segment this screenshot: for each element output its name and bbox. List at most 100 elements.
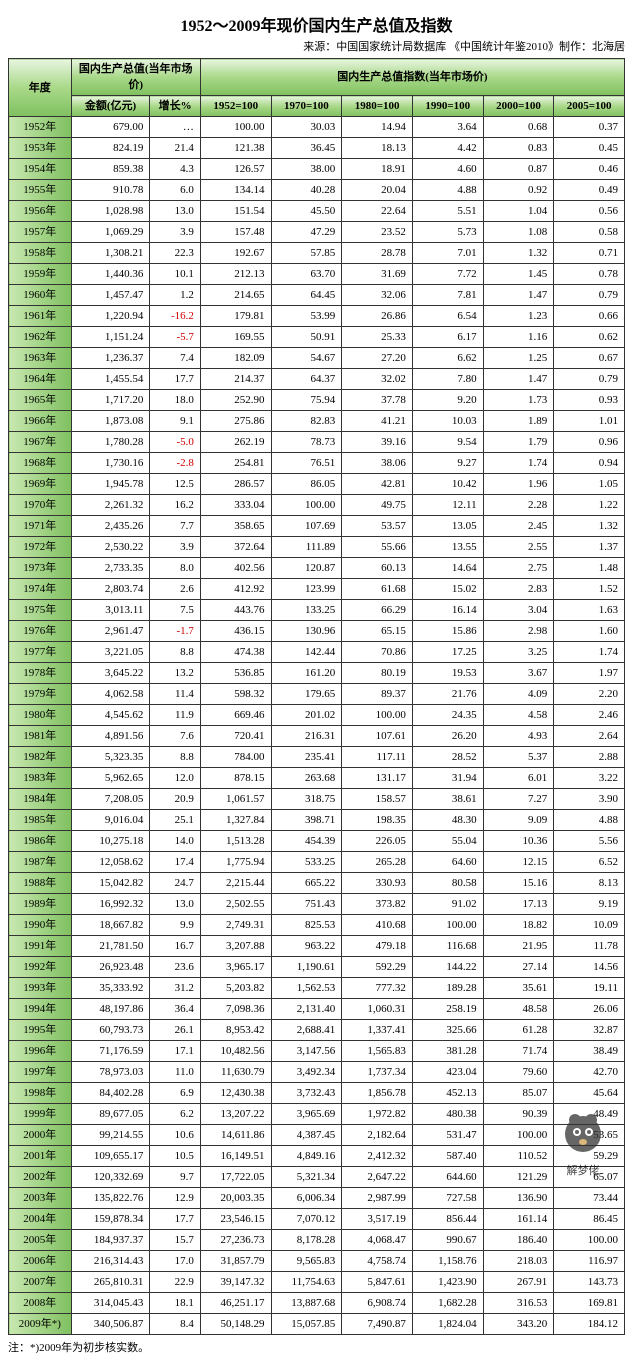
table-row: 1973年2,733.358.0402.56120.8760.1314.642.… <box>9 558 625 579</box>
table-row: 1991年21,781.5016.73,207.88963.22479.1811… <box>9 936 625 957</box>
data-cell: 1.25 <box>483 348 554 369</box>
data-cell: 1,562.53 <box>271 978 342 999</box>
data-cell: 42.81 <box>342 474 413 495</box>
data-cell: 9.19 <box>554 894 625 915</box>
data-cell: 84,402.28 <box>71 1083 150 1104</box>
table-row: 1959年1,440.3610.1212.1363.7031.697.721.4… <box>9 264 625 285</box>
data-cell: 2,733.35 <box>71 558 150 579</box>
data-cell: 6.52 <box>554 852 625 873</box>
table-row: 1997年78,973.0311.011,630.793,492.341,737… <box>9 1062 625 1083</box>
data-cell: -5.0 <box>150 432 200 453</box>
table-row: 1954年859.384.3126.5738.0018.914.600.870.… <box>9 159 625 180</box>
data-cell: 1,190.61 <box>271 957 342 978</box>
data-cell: 24.35 <box>412 705 483 726</box>
data-cell: 3.22 <box>554 768 625 789</box>
data-cell: 80.19 <box>342 663 413 684</box>
data-cell: 3.9 <box>150 537 200 558</box>
data-cell: 1.63 <box>554 600 625 621</box>
data-cell: 0.92 <box>483 180 554 201</box>
data-cell: 8,178.28 <box>271 1230 342 1251</box>
data-cell: 679.00 <box>71 117 150 138</box>
data-cell: 267.91 <box>483 1272 554 1293</box>
data-cell: 0.45 <box>554 138 625 159</box>
data-cell: 100.00 <box>342 705 413 726</box>
col-group-index: 国内生产总值指数(当年市场价) <box>200 59 624 96</box>
data-cell: 35.61 <box>483 978 554 999</box>
table-row: 1960年1,457.471.2214.6564.4532.067.811.47… <box>9 285 625 306</box>
data-cell: 4.60 <box>412 159 483 180</box>
data-cell: 32.06 <box>342 285 413 306</box>
table-row: 1976年2,961.47-1.7436.15130.9665.1515.862… <box>9 621 625 642</box>
data-cell: 12.0 <box>150 768 200 789</box>
data-cell: 2.55 <box>483 537 554 558</box>
data-cell: 184,937.37 <box>71 1230 150 1251</box>
data-cell: 12.11 <box>412 495 483 516</box>
table-row: 1986年10,275.1814.01,513.28454.39226.0555… <box>9 831 625 852</box>
data-cell: 26.86 <box>342 306 413 327</box>
data-cell: 14.0 <box>150 831 200 852</box>
year-cell: 1981年 <box>9 726 72 747</box>
data-cell: 1,972.82 <box>342 1104 413 1125</box>
data-cell: 86.05 <box>271 474 342 495</box>
data-cell: 6.9 <box>150 1083 200 1104</box>
data-cell: 11.78 <box>554 936 625 957</box>
year-cell: 1968年 <box>9 453 72 474</box>
data-cell: 856.44 <box>412 1209 483 1230</box>
data-cell: 9.7 <box>150 1167 200 1188</box>
year-cell: 1994年 <box>9 999 72 1020</box>
data-cell: 6.2 <box>150 1104 200 1125</box>
data-cell: 454.39 <box>271 831 342 852</box>
data-cell: 16,992.32 <box>71 894 150 915</box>
year-cell: 1959年 <box>9 264 72 285</box>
data-cell: 6.0 <box>150 180 200 201</box>
data-cell: 7,208.05 <box>71 789 150 810</box>
data-cell: 4.93 <box>483 726 554 747</box>
year-cell: 2009年*) <box>9 1314 72 1335</box>
data-cell: 27.14 <box>483 957 554 978</box>
data-cell: 21,781.50 <box>71 936 150 957</box>
data-cell: 412.92 <box>200 579 271 600</box>
data-cell: -2.8 <box>150 453 200 474</box>
table-row: 1966年1,873.089.1275.8682.8341.2110.031.8… <box>9 411 625 432</box>
data-cell: 963.22 <box>271 936 342 957</box>
data-cell: 316.53 <box>483 1293 554 1314</box>
data-cell: 179.81 <box>200 306 271 327</box>
data-cell: 8.13 <box>554 873 625 894</box>
data-cell: 2.46 <box>554 705 625 726</box>
data-cell: 3.25 <box>483 642 554 663</box>
table-row: 2000年99,214.5510.614,611.864,387.452,182… <box>9 1125 625 1146</box>
data-cell: 0.87 <box>483 159 554 180</box>
data-cell: 262.19 <box>200 432 271 453</box>
table-row: 1983年5,962.6512.0878.15263.68131.1731.94… <box>9 768 625 789</box>
data-cell: 3.90 <box>554 789 625 810</box>
data-cell: 2,182.64 <box>342 1125 413 1146</box>
year-cell: 1983年 <box>9 768 72 789</box>
data-cell: 39.16 <box>342 432 413 453</box>
data-cell: 86.45 <box>554 1209 625 1230</box>
data-cell: 30.03 <box>271 117 342 138</box>
data-cell: 11,754.63 <box>271 1272 342 1293</box>
data-cell: 1,824.04 <box>412 1314 483 1335</box>
data-cell: 45.50 <box>271 201 342 222</box>
data-cell: 1.97 <box>554 663 625 684</box>
data-cell: 14.56 <box>554 957 625 978</box>
data-cell: 644.60 <box>412 1167 483 1188</box>
data-cell: 533.25 <box>271 852 342 873</box>
data-cell: 2.20 <box>554 684 625 705</box>
data-cell: 0.46 <box>554 159 625 180</box>
year-cell: 1980年 <box>9 705 72 726</box>
data-cell: 3,221.05 <box>71 642 150 663</box>
data-cell: 64.45 <box>271 285 342 306</box>
data-cell: 1.52 <box>554 579 625 600</box>
data-cell: 318.75 <box>271 789 342 810</box>
data-cell: -16.2 <box>150 306 200 327</box>
data-cell: 10.5 <box>150 1146 200 1167</box>
data-cell: 263.68 <box>271 768 342 789</box>
data-cell: 55.66 <box>342 537 413 558</box>
data-cell: 1.32 <box>554 516 625 537</box>
data-cell: 123.99 <box>271 579 342 600</box>
data-cell: 24.7 <box>150 873 200 894</box>
data-cell: 17.4 <box>150 852 200 873</box>
col-i1990: 1990=100 <box>412 96 483 117</box>
data-cell: 214.65 <box>200 285 271 306</box>
